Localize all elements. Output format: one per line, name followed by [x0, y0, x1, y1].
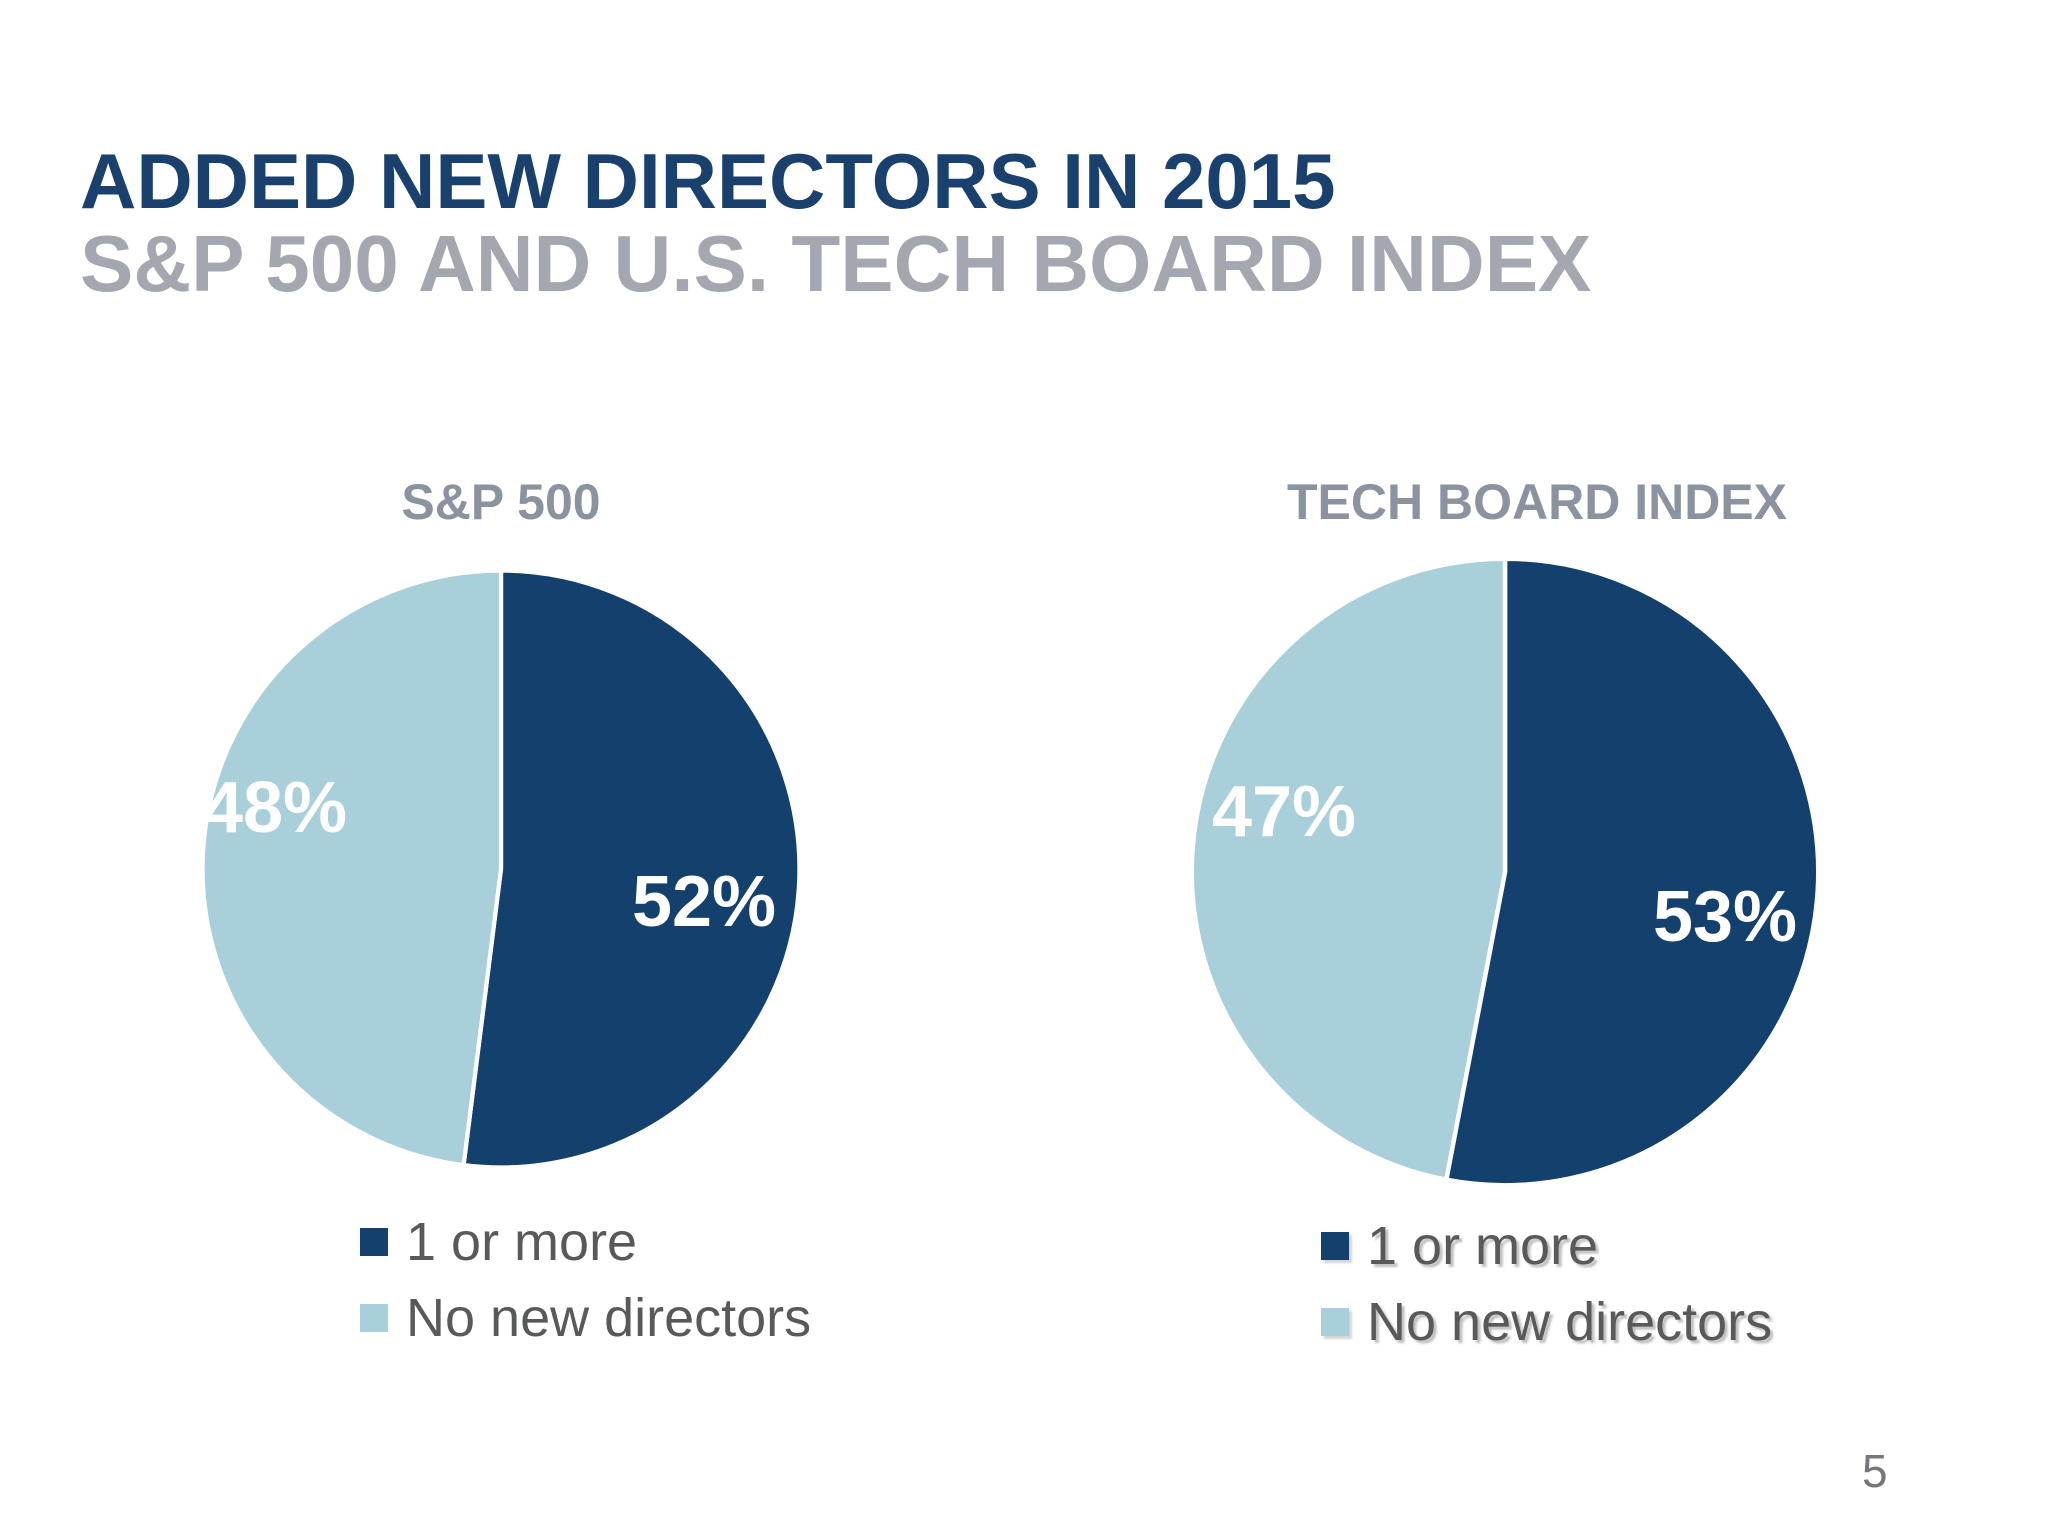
legend-item: 1 or more: [1321, 1208, 1772, 1284]
pie-sp500: [200, 568, 802, 1170]
legend-swatch-dark: [360, 1228, 388, 1256]
legend-tech-board-index: 1 or more No new directors: [1321, 1208, 1772, 1360]
pie-tech-board-index: [1189, 556, 1821, 1188]
slice-value-label-sp500-no-new: 48%: [202, 768, 348, 848]
chart-title-sp500: S&P 500: [401, 474, 601, 530]
legend-swatch-dark: [1321, 1232, 1349, 1260]
slice-value-label-tech-1-or-more: 53%: [1652, 877, 1798, 957]
page-number: 5: [1862, 1445, 1888, 1497]
page-subtitle: S&P 500 AND U.S. TECH BOARD INDEX: [80, 219, 1592, 308]
slice-value-label-sp500-1-or-more: 52%: [631, 862, 777, 942]
chart-title-tech-board-index: TECH BOARD INDEX: [1286, 474, 1788, 530]
legend-item: No new directors: [1321, 1284, 1772, 1360]
legend-swatch-light: [360, 1304, 388, 1332]
legend-swatch-light: [1321, 1308, 1349, 1336]
slice-value-label-tech-no-new: 47%: [1211, 772, 1357, 852]
legend-sp500: 1 or more No new directors: [360, 1204, 811, 1356]
legend-item: No new directors: [360, 1280, 811, 1356]
legend-label: No new directors: [1367, 1292, 1773, 1352]
legend-item: 1 or more: [360, 1204, 811, 1280]
legend-label: No new directors: [406, 1288, 812, 1348]
legend-label: 1 or more: [1367, 1216, 1599, 1276]
legend-label: 1 or more: [406, 1212, 638, 1272]
page-title: ADDED NEW DIRECTORS IN 2015: [80, 137, 1336, 225]
